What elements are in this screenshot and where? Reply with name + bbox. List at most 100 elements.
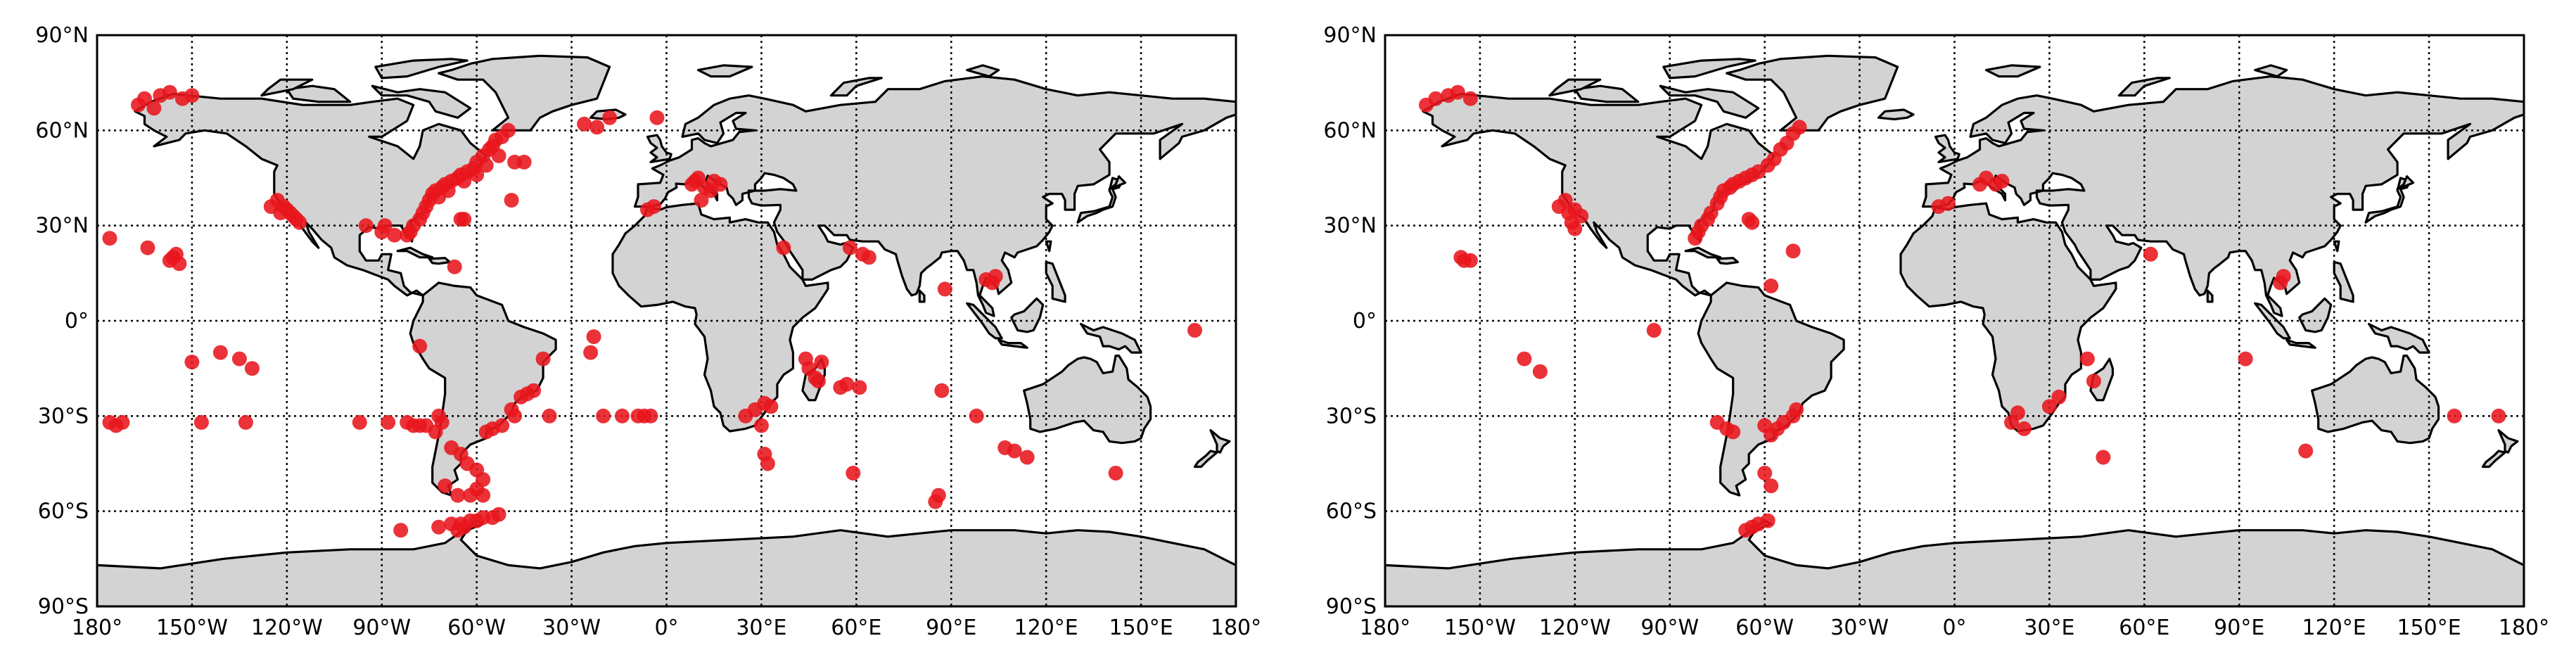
landmass [2333,260,2354,303]
longitude-tick-label: 30°E [2024,616,2074,640]
landmass [829,77,883,97]
landmass [1697,281,1845,497]
longitude-tick-label: 60°W [447,616,506,640]
observation-point [358,218,374,234]
landmass [1984,64,2041,78]
observation-point [596,408,611,424]
observation-point [542,408,557,424]
latitude-tick-label: 0° [1353,309,1377,333]
observation-point [760,456,775,471]
observation-point [643,408,658,424]
longitude-tick-label: 30°W [542,616,601,640]
observation-point [438,478,453,494]
observation-point [457,174,472,189]
landmass [371,84,472,119]
observation-point [381,414,396,430]
observation-point [1994,174,2010,189]
observation-point [501,122,516,138]
longitude-tick-label: 150°E [1109,616,1173,640]
longitude-tick-label: 90°W [1640,616,1699,640]
landmass [1662,58,1756,79]
observation-point [184,88,200,103]
observation-point [244,361,260,376]
observation-point [193,414,209,430]
landmass [2254,64,2288,78]
landmass [1574,84,1640,103]
observation-point [2143,246,2158,262]
landmass [966,64,1000,78]
observation-point [377,218,393,234]
observation-point [212,345,228,360]
landmass [633,75,1236,317]
observation-point [440,183,456,198]
observation-point [140,240,155,255]
landmass [2311,355,2440,445]
observation-point [526,383,542,398]
observation-points [1419,84,2506,538]
latitude-tick-label: 60°N [1323,118,1377,143]
latitude-tick-label: 60°N [35,118,89,143]
observation-point [238,414,253,430]
observation-point [776,240,791,255]
observation-point [412,338,428,354]
observation-point [2491,408,2506,424]
landmass [918,289,926,303]
observation-point [131,97,146,113]
map-panel-right: 180° 150°W 120°W 90°W 60°W 30°W 0° 30°E 60°E 90°E… [1288,0,2576,662]
landmass [2206,289,2214,303]
landmass [1108,175,1127,191]
observation-point [640,202,655,217]
observation-point [469,167,485,182]
landmass [696,64,753,78]
observation-point [988,269,1003,284]
observation-point [457,212,472,227]
observation-point [387,227,402,243]
observation-point [1726,424,1741,440]
observation-point [450,523,466,538]
observation-point [583,345,599,360]
observation-point [2041,399,2057,414]
observation-point [969,408,984,424]
observation-point [1462,253,1478,268]
observation-point [713,177,728,192]
longitude-tick-label: 150°W [1444,616,1516,640]
landmass [2481,450,2506,469]
latitude-tick-label: 30°N [1323,214,1377,238]
observation-point [861,250,876,265]
latitude-tick-label: 90°N [1323,23,1377,48]
observation-point [115,414,130,430]
observation-point [2298,443,2314,459]
observation-point [1789,402,1804,417]
longitude-tick-label: 0° [654,616,678,640]
landmass [1010,297,1045,333]
observation-point [352,414,367,430]
observation-point [1567,221,1583,236]
longitude-tick-label: 120°W [251,616,323,640]
observation-point [937,281,952,297]
landmass [374,58,468,79]
observation-point [589,120,605,135]
longitude-tick-label: 180° [2499,616,2549,640]
observation-point [1646,323,1662,338]
observation-point [102,231,117,246]
observation-point [535,351,551,367]
longitude-tick-label: 180° [1211,616,1261,640]
landmass [1422,92,1775,297]
observation-point [2447,408,2462,424]
observation-point [2016,421,2032,436]
observation-point [1532,364,1548,379]
observation-point [1108,466,1123,480]
observation-point [931,488,946,503]
observation-point [463,488,478,503]
latitude-tick-label: 0° [65,309,89,333]
observation-point [491,507,506,522]
latitude-tick-label: 90°N [35,23,89,48]
landmass [2368,322,2430,354]
observation-point [934,383,950,398]
observation-points [102,84,1202,538]
observation-point [846,466,861,480]
observation-point [292,215,307,230]
observation-point [1462,91,1478,106]
map-frame [1384,34,2525,608]
landmass [438,54,611,132]
